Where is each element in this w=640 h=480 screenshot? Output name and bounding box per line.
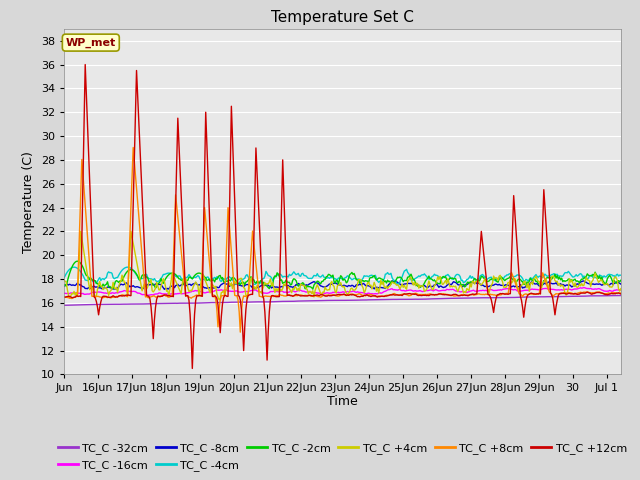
Title: Temperature Set C: Temperature Set C: [271, 10, 414, 25]
Text: WP_met: WP_met: [66, 37, 116, 48]
Legend: TC_C -32cm, TC_C -16cm, TC_C -8cm, TC_C -4cm, TC_C -2cm, TC_C +4cm, TC_C +8cm, T: TC_C -32cm, TC_C -16cm, TC_C -8cm, TC_C …: [54, 439, 631, 475]
Y-axis label: Temperature (C): Temperature (C): [22, 151, 35, 252]
X-axis label: Time: Time: [327, 395, 358, 408]
